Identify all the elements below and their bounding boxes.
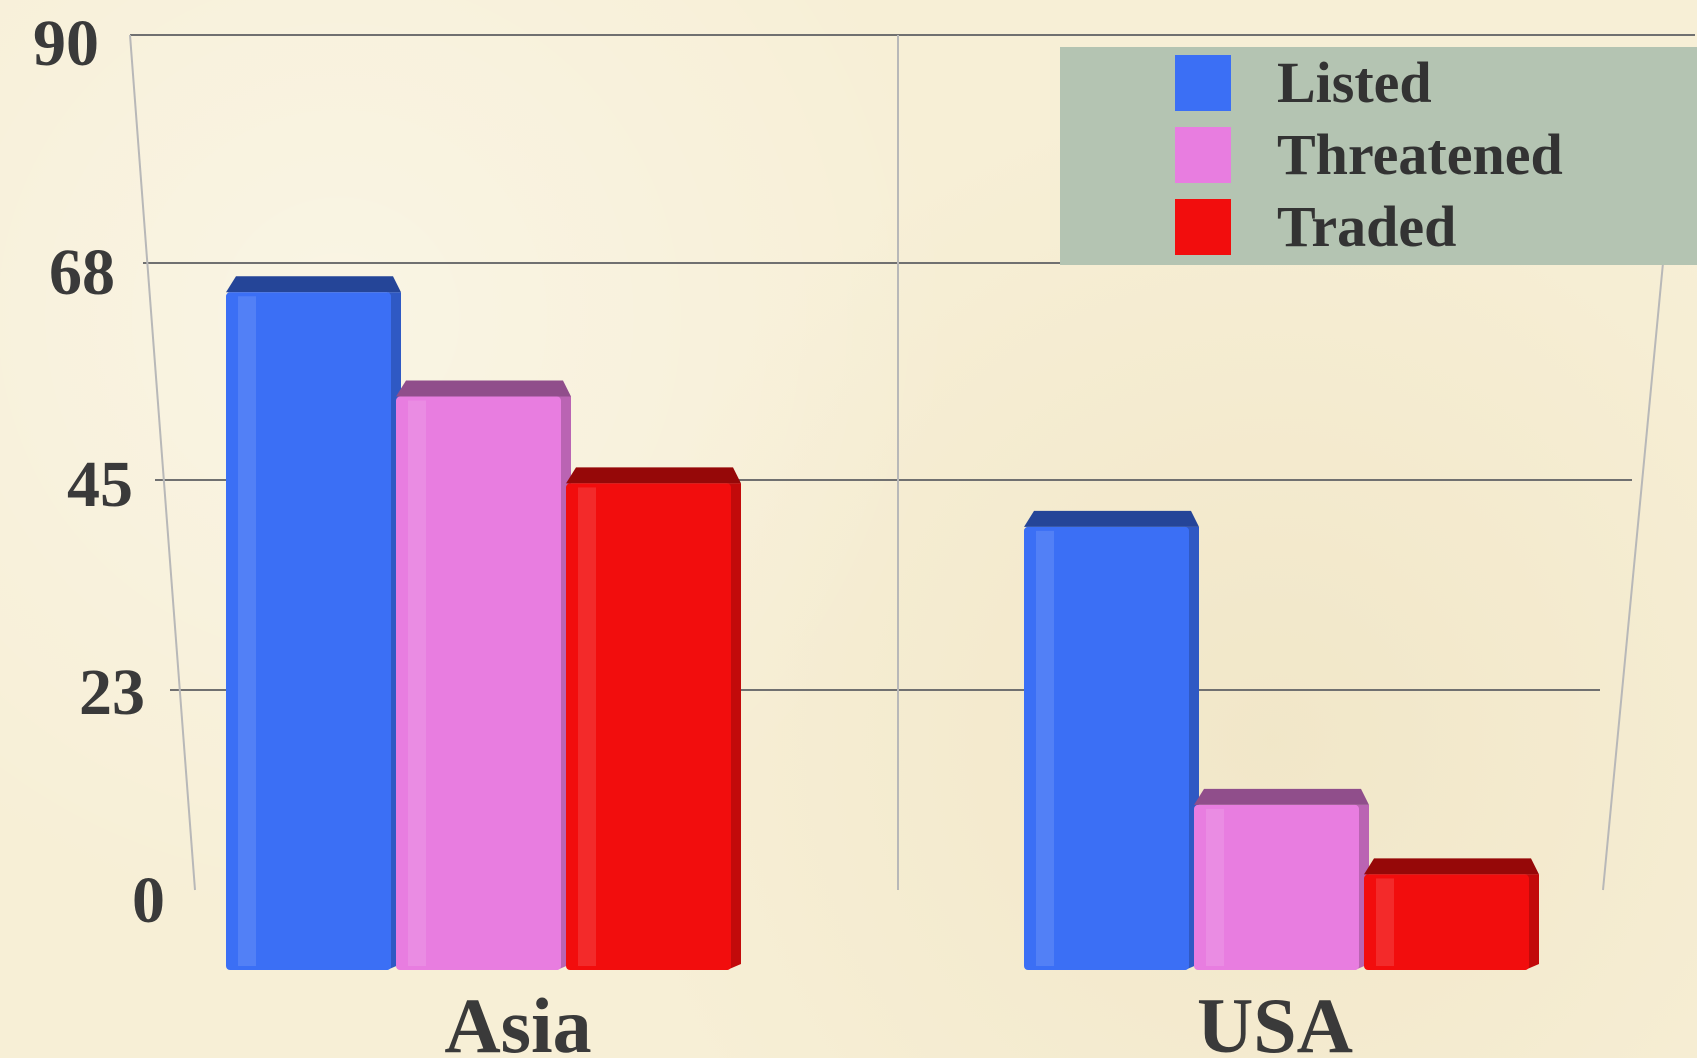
y-tick-label: 23 xyxy=(79,656,145,729)
legend-label-traded: Traded xyxy=(1277,194,1456,259)
legend-background xyxy=(1060,47,1697,265)
legend: Listed Threatened Traded xyxy=(1060,47,1697,265)
y-axis-ticks: 0 23 45 68 90 xyxy=(33,7,165,937)
bar-asia-traded xyxy=(566,467,741,970)
legend-swatch-listed xyxy=(1175,55,1231,111)
bar-usa-traded xyxy=(1364,858,1539,970)
bar-asia-threatened xyxy=(396,380,571,970)
legend-label-threatened: Threatened xyxy=(1277,122,1563,187)
bars xyxy=(226,276,1539,970)
legend-label-listed: Listed xyxy=(1277,50,1432,115)
legend-swatch-traded xyxy=(1175,199,1231,255)
y-tick-label: 68 xyxy=(49,236,115,309)
bar-asia-listed xyxy=(226,276,401,970)
bar-usa-threatened xyxy=(1194,788,1369,970)
x-category-label: USA xyxy=(1197,982,1353,1058)
axis-right-edge xyxy=(1602,262,1664,891)
x-axis-categories: Asia USA xyxy=(444,982,1353,1058)
x-category-label: Asia xyxy=(444,982,591,1058)
y-tick-label: 90 xyxy=(33,7,99,80)
y-tick-label: 45 xyxy=(67,448,133,521)
legend-swatch-threatened xyxy=(1175,127,1231,183)
axis-left-edge xyxy=(129,34,196,891)
bar-usa-listed xyxy=(1024,510,1199,970)
y-tick-label: 0 xyxy=(132,864,165,937)
